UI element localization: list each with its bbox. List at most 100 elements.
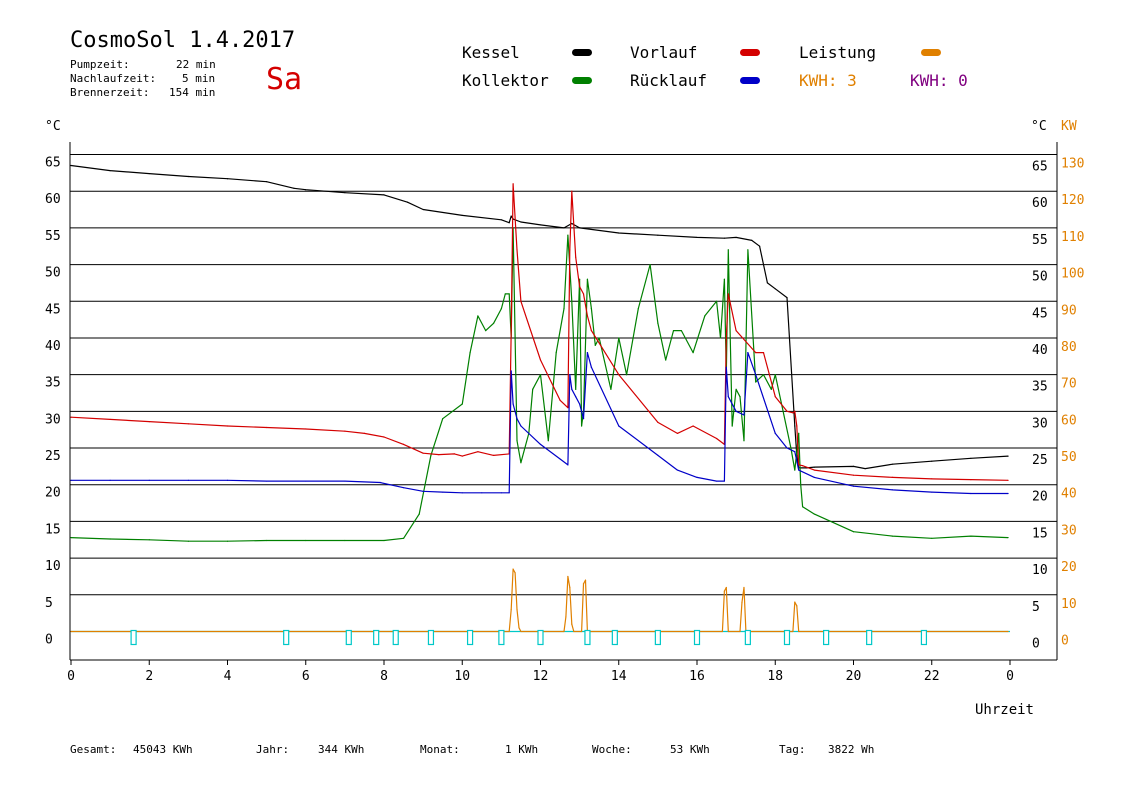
legend-ruecklauf: Rücklauf <box>630 71 708 90</box>
point-kollektor <box>430 454 432 456</box>
pump-marker <box>611 629 618 646</box>
kw-tick-label: 30 <box>1061 523 1077 538</box>
point-vorlauf <box>792 412 794 414</box>
y-tick-label-right: 60 <box>1032 196 1048 211</box>
point-kollektor <box>739 396 741 398</box>
legend-vorlauf: Vorlauf <box>630 43 698 62</box>
point-kessel <box>563 227 565 229</box>
point-kessel <box>813 466 815 468</box>
point-ruecklauf <box>747 352 749 354</box>
legend-kollektor-swatch <box>572 77 592 84</box>
point-vorlauf <box>266 426 268 429</box>
y-axis-unit-right: °C <box>1031 119 1047 134</box>
legend-kollektor: Kollektor <box>462 71 549 90</box>
kw-tick-label: 130 <box>1061 157 1084 172</box>
point-vorlauf <box>575 256 577 258</box>
point-ruecklauf <box>725 366 727 368</box>
series-leistung <box>71 568 1008 633</box>
pump-marker <box>392 629 399 646</box>
point-kollektor <box>532 388 534 390</box>
point-kollektor <box>800 484 802 486</box>
point-vorlauf <box>582 293 585 295</box>
point-kessel <box>657 234 659 236</box>
y-tick-label-right: 35 <box>1032 380 1048 395</box>
point-kessel <box>571 222 573 225</box>
point-kollektor <box>665 359 667 361</box>
kw-tick-label: 0 <box>1061 634 1069 649</box>
y-tick-label-right: 55 <box>1032 233 1048 248</box>
point-leistung <box>518 627 520 629</box>
point-leistung <box>571 623 573 625</box>
pump-marker <box>345 629 352 646</box>
point-vorlauf <box>715 437 718 440</box>
point-kollektor <box>672 330 675 332</box>
point-leistung <box>743 586 745 589</box>
x-tick-label: 18 <box>767 669 783 684</box>
point-kollektor <box>790 447 792 449</box>
point-kessel <box>109 170 111 172</box>
point-leistung <box>723 590 725 592</box>
x-tick-label: 4 <box>224 669 232 684</box>
point-vorlauf <box>438 454 440 456</box>
point-vorlauf <box>796 425 798 427</box>
point-vorlauf <box>727 293 729 295</box>
point-kollektor <box>383 539 385 542</box>
point-kollektor <box>508 293 510 295</box>
point-kollektor <box>305 539 307 542</box>
point-kollektor <box>590 308 592 310</box>
point-kollektor <box>579 278 581 280</box>
pump-marker <box>783 629 791 646</box>
point-kessel <box>723 237 725 239</box>
y-tick-label-right: 15 <box>1032 526 1048 541</box>
point-kessel <box>510 215 512 217</box>
point-vorlauf <box>363 432 366 434</box>
y-tick-label-right: 30 <box>1032 416 1048 431</box>
point-kollektor <box>610 388 612 390</box>
point-leistung <box>725 586 727 589</box>
pump-marker <box>498 629 505 646</box>
point-ruecklauf <box>510 370 512 372</box>
kw-tick-label: 70 <box>1061 377 1077 392</box>
point-ruecklauf <box>109 479 111 481</box>
point-ruecklauf <box>1007 492 1009 495</box>
point-leistung <box>510 608 512 611</box>
point-ruecklauf <box>187 479 189 481</box>
kw-tick-label: 20 <box>1061 560 1077 575</box>
point-kollektor <box>226 540 229 542</box>
year-label: Jahr: <box>256 743 290 756</box>
point-kollektor <box>563 308 565 310</box>
pump-marker <box>744 629 751 646</box>
point-kessel <box>759 245 761 247</box>
point-leistung <box>70 630 72 633</box>
point-ruecklauf <box>148 479 150 481</box>
point-kollektor <box>719 337 722 339</box>
legend-kessel: Kessel <box>462 43 520 62</box>
point-kessel <box>226 178 229 180</box>
point-kollektor <box>1007 536 1009 539</box>
year-value: 344 KWh <box>318 743 365 756</box>
point-ruecklauf <box>676 469 679 471</box>
point-vorlauf <box>676 432 679 434</box>
point-ruecklauf <box>500 492 502 494</box>
point-kollektor <box>798 432 800 434</box>
x-tick-label: 6 <box>302 669 310 684</box>
point-kollektor <box>747 249 749 251</box>
pump-marker <box>373 629 380 646</box>
point-kollektor <box>970 535 972 537</box>
point-leistung <box>582 583 585 585</box>
point-kessel <box>148 172 150 175</box>
point-kessel <box>422 208 424 211</box>
pump-time-label: Pumpzeit: <box>70 58 130 71</box>
point-kollektor <box>504 293 506 295</box>
point-kessel <box>187 175 189 178</box>
point-kollektor <box>402 537 405 539</box>
point-kessel <box>931 460 933 462</box>
point-kollektor <box>594 344 596 346</box>
point-kollektor <box>794 469 796 471</box>
point-ruecklauf <box>539 443 542 445</box>
point-kollektor <box>813 513 815 515</box>
y-tick-label-left: 35 <box>45 376 61 391</box>
kw-tick-label: 90 <box>1061 303 1077 318</box>
kw-tick-label: 60 <box>1061 413 1077 428</box>
point-ruecklauf <box>590 366 592 368</box>
